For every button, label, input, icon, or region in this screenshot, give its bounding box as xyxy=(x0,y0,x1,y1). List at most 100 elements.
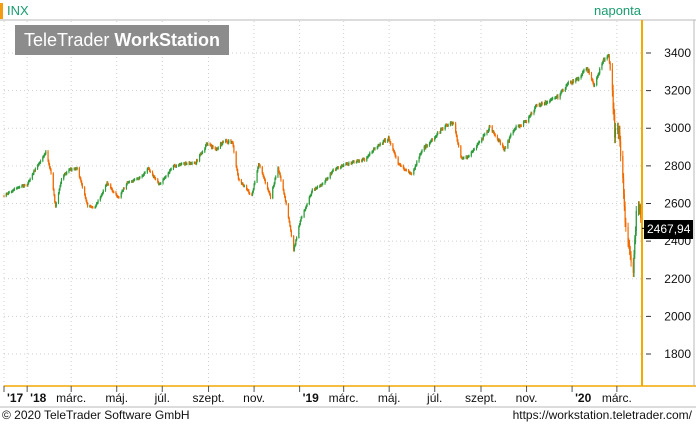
candle-body xyxy=(591,79,593,81)
candle-body xyxy=(575,79,577,82)
candle-body xyxy=(277,167,279,177)
candle-body xyxy=(408,170,410,172)
candle-body xyxy=(86,200,88,204)
candle-body xyxy=(181,163,183,165)
candle-body xyxy=(268,190,270,193)
candle-body xyxy=(440,128,442,133)
candle-body xyxy=(426,145,428,147)
candle-body xyxy=(16,188,18,189)
candle-body xyxy=(180,163,182,165)
candle-body xyxy=(248,193,251,194)
candle-body xyxy=(162,179,164,184)
candle-body xyxy=(415,165,417,166)
candle-body xyxy=(367,155,369,157)
candle-body xyxy=(137,178,139,180)
candle-body xyxy=(570,81,572,84)
candle-body xyxy=(347,164,349,166)
candle-body xyxy=(583,70,585,72)
y-tick-label: 3400 xyxy=(664,46,691,60)
candle-body xyxy=(488,126,490,131)
candle-body xyxy=(149,170,151,172)
candle-body xyxy=(561,90,563,93)
candle-body xyxy=(258,164,260,166)
candle-body xyxy=(540,104,542,106)
candle-body xyxy=(306,204,308,206)
candle-body xyxy=(227,142,229,144)
candle-body xyxy=(545,101,547,104)
candle-body xyxy=(374,148,376,150)
candle-body xyxy=(65,173,67,175)
y-tick-label: 3200 xyxy=(664,84,691,98)
candle-body xyxy=(66,172,68,175)
candle-body xyxy=(581,72,584,75)
candle-body xyxy=(639,208,641,210)
candle-body xyxy=(342,165,344,167)
candle-body xyxy=(169,170,171,173)
candle-body xyxy=(363,159,366,161)
candle-body xyxy=(48,164,51,168)
candle-body xyxy=(329,173,331,179)
candle-body xyxy=(215,148,217,150)
candle-body xyxy=(134,179,136,181)
candle-body xyxy=(95,203,98,206)
candle-body xyxy=(118,197,120,199)
ticker-symbol[interactable]: INX xyxy=(7,3,29,18)
candle-body xyxy=(330,173,332,175)
candle-body xyxy=(190,163,192,165)
candle-body xyxy=(497,139,499,141)
candle-body xyxy=(372,151,374,153)
candle-body xyxy=(378,145,381,146)
candle-body xyxy=(340,165,343,168)
candle-body xyxy=(614,128,616,138)
candle-body xyxy=(580,76,582,79)
candle-body xyxy=(81,181,83,185)
website-link[interactable]: https://workstation.teletrader.com/ xyxy=(512,408,692,422)
grid-lines xyxy=(3,21,643,386)
x-tick-label: máj. xyxy=(378,391,401,405)
candle-body xyxy=(499,139,501,141)
candle-body xyxy=(638,206,640,210)
candle-body xyxy=(607,55,609,57)
x-axis: '17 '18 márc. máj. júl. szept. nov. '19 márc. máj… xyxy=(3,386,632,405)
candle-body xyxy=(640,208,642,219)
candle-body xyxy=(256,171,258,182)
candle-body xyxy=(107,182,109,185)
candle-body xyxy=(362,158,364,160)
candle-body xyxy=(442,128,444,130)
y-tick-label: 3000 xyxy=(664,121,691,135)
candle-body xyxy=(311,189,313,193)
candle-body xyxy=(75,168,77,170)
candle-body xyxy=(167,173,169,177)
candle-body xyxy=(404,169,406,171)
candle-body xyxy=(602,59,605,63)
candle-body xyxy=(106,182,108,185)
candle-body xyxy=(290,226,292,231)
candle-body xyxy=(285,201,287,205)
candle-body xyxy=(543,103,546,105)
interval-selector[interactable]: naponta xyxy=(594,3,641,18)
candle-body xyxy=(324,181,326,184)
candle-body xyxy=(366,157,368,161)
candle-body xyxy=(253,184,255,190)
candle-body xyxy=(421,150,423,153)
candle-body xyxy=(237,169,239,175)
candle-body xyxy=(452,122,454,124)
candle-body xyxy=(528,116,530,122)
candle-body xyxy=(611,69,613,91)
candle-body xyxy=(565,85,567,89)
candle-body xyxy=(141,175,143,178)
candle-body xyxy=(221,143,223,146)
candle-body xyxy=(309,195,311,198)
candle-body xyxy=(466,156,469,159)
candle-body xyxy=(240,180,242,184)
candle-body xyxy=(531,113,533,114)
candle-body xyxy=(100,195,102,198)
candle-body xyxy=(136,178,138,180)
candle-body xyxy=(457,140,459,144)
x-tick-label: márc. xyxy=(56,391,86,405)
candle-body xyxy=(502,143,504,147)
candle-body xyxy=(27,183,29,186)
candle-body xyxy=(552,98,554,100)
